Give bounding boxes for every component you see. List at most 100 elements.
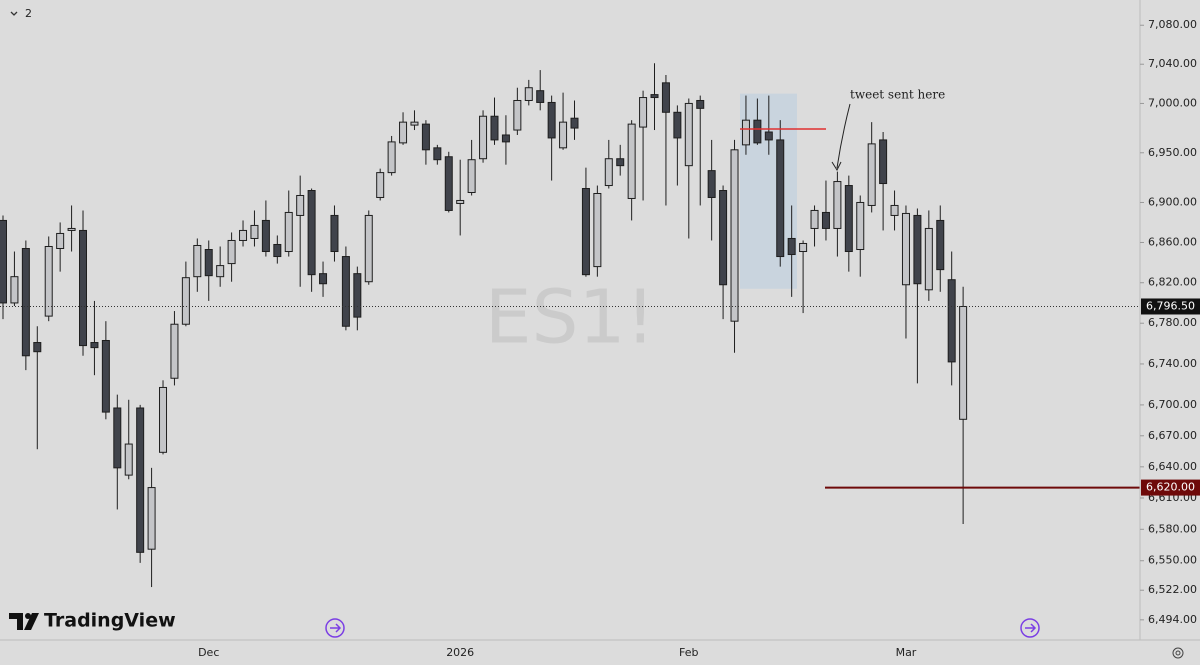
candle-body <box>376 172 385 198</box>
candle-body <box>799 242 808 253</box>
candle-body <box>821 211 830 229</box>
candle-body <box>261 219 270 253</box>
candle-body <box>0 219 7 304</box>
candle-body <box>947 279 956 363</box>
candle-body <box>639 97 648 128</box>
candle-body <box>776 139 785 258</box>
candle-body <box>924 227 933 291</box>
candle-body <box>730 149 739 322</box>
candle-body <box>79 229 88 347</box>
annotation-arrowhead <box>831 161 842 172</box>
collapse-chevron[interactable] <box>10 11 18 16</box>
candle-body <box>604 158 613 187</box>
y-tick-label: 6,522.00 <box>1148 583 1197 596</box>
candle-body <box>113 407 122 469</box>
candle-body <box>204 249 213 277</box>
candle-body <box>181 277 190 325</box>
candle-body <box>867 143 876 206</box>
candle-body <box>719 190 728 286</box>
candle-body <box>421 123 430 151</box>
candle-body <box>67 227 76 231</box>
indicator-count[interactable]: 2 <box>25 7 32 20</box>
candle-body <box>753 119 762 144</box>
candle-body <box>536 90 545 103</box>
annotation-text: tweet sent here <box>850 88 945 102</box>
candle-body <box>330 214 339 253</box>
candle-body <box>101 339 110 413</box>
x-tick-label: Mar <box>896 646 917 659</box>
candle-body <box>570 117 579 129</box>
watermark: ES1! <box>485 275 655 361</box>
candle-body <box>33 342 42 353</box>
candle-body <box>559 121 568 149</box>
candle-body <box>433 147 442 161</box>
candle-body <box>936 219 945 271</box>
candle-body <box>227 239 236 265</box>
candle-body <box>159 386 168 453</box>
candle-body <box>879 139 888 185</box>
candle-body <box>650 94 659 99</box>
candle-body <box>501 134 510 143</box>
candle-body <box>901 212 910 286</box>
candle-body <box>490 115 499 141</box>
jump-icon[interactable] <box>325 618 345 638</box>
candle-body <box>696 99 705 109</box>
y-tick-label: 6,670.00 <box>1148 429 1197 442</box>
candle-body <box>364 214 373 283</box>
candle-body <box>467 159 476 193</box>
candle-body <box>844 185 853 253</box>
level-tag <box>1141 479 1200 496</box>
y-tick-label: 6,580.00 <box>1148 522 1197 535</box>
candle-body <box>193 244 202 278</box>
candle-body <box>890 204 899 216</box>
y-tick-label: 6,780.00 <box>1148 316 1197 329</box>
jump-icon[interactable] <box>1020 618 1040 638</box>
candle-body <box>136 407 145 553</box>
y-tick-label: 6,950.00 <box>1148 146 1197 159</box>
y-tick-label: 6,820.00 <box>1148 276 1197 289</box>
y-tick-label: 6,900.00 <box>1148 195 1197 208</box>
candle-body <box>341 256 350 327</box>
y-tick-label: 6,550.00 <box>1148 554 1197 567</box>
y-tick-label: 6,640.00 <box>1148 460 1197 473</box>
y-tick-label: 6,860.00 <box>1148 235 1197 248</box>
candle-body <box>479 115 488 160</box>
candle-body <box>593 192 602 268</box>
candle-body <box>707 170 716 198</box>
last-price-tag <box>1141 298 1200 315</box>
annotation-arrow <box>836 103 851 169</box>
y-tick-label: 7,040.00 <box>1148 57 1197 70</box>
candle-body <box>296 194 305 216</box>
candle-body <box>56 232 65 250</box>
candle-body <box>216 265 225 278</box>
candle-body <box>147 487 156 550</box>
candle-body <box>673 111 682 139</box>
y-tick-label: 7,000.00 <box>1148 96 1197 109</box>
candle-body <box>810 209 819 229</box>
candle-body <box>913 214 922 285</box>
candle-body <box>616 158 625 167</box>
candle-body <box>856 201 865 251</box>
candle-body <box>90 342 99 349</box>
candle-body <box>239 229 248 241</box>
candle-body <box>627 123 636 199</box>
candle-body <box>170 323 179 379</box>
y-tick-label: 6,700.00 <box>1148 398 1197 411</box>
candle-body <box>833 181 842 229</box>
candle-body <box>250 224 259 239</box>
candle-body <box>444 156 453 211</box>
candle-body <box>307 190 316 276</box>
last-price-label: 6,796.50 <box>1146 299 1195 312</box>
candle-body <box>741 119 750 146</box>
candle-body <box>399 121 408 144</box>
settings-icon[interactable] <box>1172 647 1184 659</box>
y-tick-label: 6,740.00 <box>1148 357 1197 370</box>
candle-body <box>524 87 533 101</box>
candle-body <box>513 99 522 131</box>
brand-name: TradingView <box>44 610 176 632</box>
level-label: 6,620.00 <box>1146 481 1195 494</box>
x-tick-label: 2026 <box>446 646 474 659</box>
candle-body <box>21 248 30 357</box>
x-tick-label: Dec <box>198 646 219 659</box>
